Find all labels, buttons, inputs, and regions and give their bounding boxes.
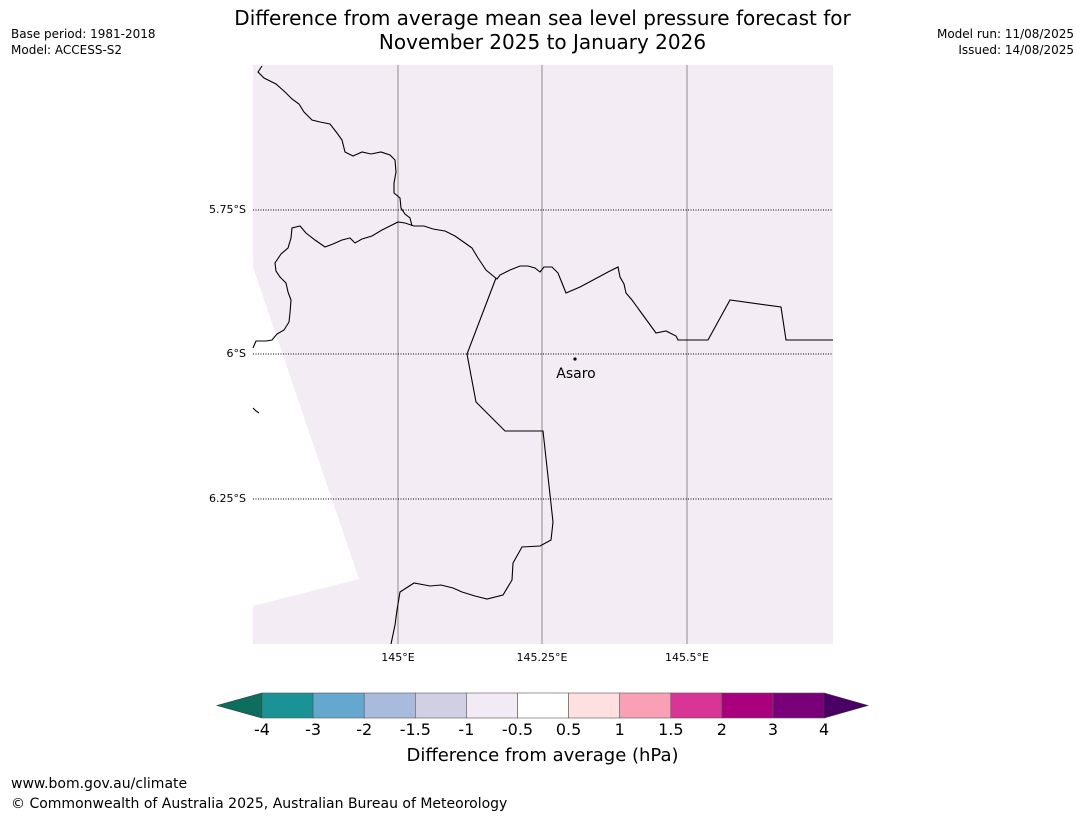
colorbar-segment: [721, 692, 774, 719]
issued-text: Issued: 14/08/2025: [958, 43, 1074, 57]
lat-label-6-25: 6.25°S: [209, 492, 246, 505]
page-title: Difference from average mean sea level p…: [0, 6, 1085, 54]
lon-label-145: 145°E: [381, 651, 414, 664]
map: Asaro 5.75°S 6°S 6.25°S 145°E 145.25°E 1…: [209, 65, 833, 664]
colorbar-segment: [466, 692, 518, 719]
lat-label-5-75: 5.75°S: [209, 203, 246, 216]
colorbar-tick-label: 1: [615, 720, 625, 739]
boundary-central: [252, 221, 833, 349]
lon-label-145-5: 145.5°E: [665, 651, 709, 664]
colorbar-segment: [261, 692, 314, 719]
colorbar-extend-over: [823, 692, 870, 719]
meta-left: Base period: 1981-2018 Model: ACCESS-S2: [11, 26, 156, 58]
colorbar-tick-label: -0.5: [502, 720, 533, 739]
boundary-north: [257, 65, 413, 227]
boundary-fragment: [252, 407, 260, 414]
colorbar: -4 -3 -2 -1.5 -1 -0.5 0.5 1 1.5 2 3 4: [215, 692, 870, 739]
province-boundaries: [252, 65, 833, 645]
colorbar-segment: [568, 692, 620, 719]
boundary-district: [390, 277, 554, 645]
colorbar-label: Difference from average (hPa): [406, 745, 679, 766]
colorbar-tick-label: -1: [458, 720, 474, 739]
lat-label-6: 6°S: [227, 347, 246, 360]
colorbar-tick-label: 1.5: [658, 720, 683, 739]
colorbar-tick-label: 0.5: [556, 720, 581, 739]
title-line-2: November 2025 to January 2026: [378, 30, 707, 54]
colorbar-tick-label: -2: [356, 720, 372, 739]
colorbar-tick-label: -3: [305, 720, 321, 739]
colorbar-tick-label: -1.5: [400, 720, 431, 739]
footer-url: www.bom.gov.au/climate: [11, 776, 188, 792]
footer-copyright: © Commonwealth of Australia 2025, Austra…: [11, 796, 508, 812]
colorbar-extend-under: [215, 692, 263, 719]
title-line-1: Difference from average mean sea level p…: [234, 6, 851, 30]
asaro-label: Asaro: [556, 366, 595, 382]
colorbar-tick-label: 3: [768, 720, 778, 739]
colorbar-segments: [215, 692, 870, 719]
colorbar-tick-label: -4: [254, 720, 270, 739]
colorbar-segment: [517, 692, 569, 719]
colorbar-tick-label: 4: [819, 720, 829, 739]
lon-label-145-25: 145.25°E: [517, 651, 568, 664]
colorbar-ticks: -4 -3 -2 -1.5 -1 -0.5 0.5 1 1.5 2 3 4: [254, 720, 829, 739]
colorbar-segment: [363, 692, 416, 719]
colorbar-segment: [670, 692, 723, 719]
asaro-marker: [573, 357, 577, 361]
base-period-text: Base period: 1981-2018: [11, 27, 156, 41]
model-text: Model: ACCESS-S2: [11, 43, 123, 57]
meta-right: Model run: 11/08/2025 Issued: 14/08/2025: [937, 26, 1074, 58]
colorbar-segment: [414, 692, 467, 719]
colorbar-segment: [312, 692, 365, 719]
model-run-text: Model run: 11/08/2025: [936, 27, 1074, 41]
colorbar-segment: [619, 692, 672, 719]
colorbar-segment: [772, 692, 825, 719]
colorbar-tick-label: 2: [717, 720, 727, 739]
